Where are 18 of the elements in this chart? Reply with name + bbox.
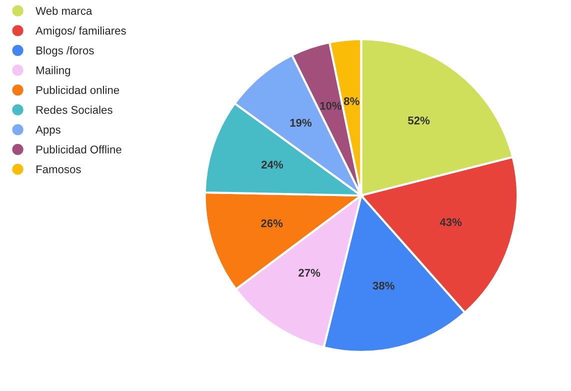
data-label: 19% bbox=[290, 118, 312, 127]
legend-label: Redes Sociales bbox=[36, 106, 112, 114]
legend-label: Publicidad Offline bbox=[36, 145, 122, 154]
data-label: 8% bbox=[344, 97, 360, 106]
legend-label: Blogs /foros bbox=[36, 46, 94, 57]
legend-label: Apps bbox=[36, 126, 60, 136]
legend-label: Mailing bbox=[36, 66, 70, 76]
data-label: 27% bbox=[298, 268, 320, 277]
legend-label: Web marca bbox=[36, 6, 92, 15]
legend-label: Publicidad online bbox=[36, 86, 120, 94]
data-label: 43% bbox=[440, 218, 462, 226]
legend-label: Amigos/ familiares bbox=[36, 26, 126, 37]
data-label: 38% bbox=[372, 282, 394, 290]
data-label: 10% bbox=[320, 102, 342, 110]
data-label: 24% bbox=[261, 160, 284, 169]
data-label: 26% bbox=[261, 219, 283, 228]
data-label: 52% bbox=[408, 116, 430, 124]
legend-label: Famosos bbox=[36, 165, 81, 174]
